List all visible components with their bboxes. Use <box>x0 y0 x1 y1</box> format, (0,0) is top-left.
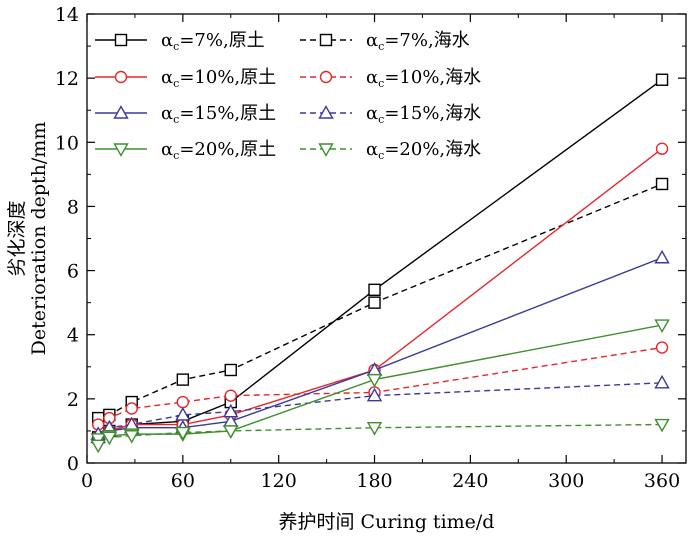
legend-item: αc=10%,海水 <box>300 67 481 90</box>
series-5 <box>90 249 670 444</box>
legend-label: αc=7%,海水 <box>366 30 470 53</box>
data-point <box>366 387 383 402</box>
data-point <box>366 373 383 388</box>
series-1 <box>91 73 669 444</box>
series-layer <box>90 73 670 454</box>
legend-label: αc=20%,海水 <box>366 139 481 162</box>
data-point <box>176 373 190 386</box>
legend-label-rest: =7%,原土 <box>179 30 264 51</box>
data-point <box>101 431 118 446</box>
legend-label-rest: =20%,原土 <box>179 139 276 160</box>
data-point <box>175 406 191 421</box>
data-point <box>176 395 190 409</box>
y-tick-label: 14 <box>55 4 79 26</box>
data-point <box>90 439 106 454</box>
series-2 <box>91 177 669 425</box>
legend-label: αc=7%,原土 <box>161 30 265 53</box>
data-point <box>368 283 381 297</box>
legend-marker <box>319 70 333 84</box>
legend-marker <box>319 33 333 47</box>
x-tick-label: 120 <box>261 470 297 492</box>
legend-label: αc=20%,原土 <box>161 139 276 162</box>
legend-label-sub: c <box>378 149 384 162</box>
data-point <box>654 249 670 264</box>
legend-label: αc=10%,海水 <box>366 67 481 90</box>
data-point <box>125 402 138 415</box>
y-tick-label: 4 <box>67 325 79 347</box>
y-tick-label: 12 <box>55 68 79 90</box>
data-point <box>654 374 670 389</box>
legend-label-base: α <box>161 139 173 160</box>
data-point <box>224 389 237 402</box>
x-tick-label: 60 <box>171 470 195 492</box>
legend-label-rest: =20%,海水 <box>384 139 481 160</box>
x-tick-label: 240 <box>452 470 488 492</box>
legend-label-base: α <box>366 30 378 51</box>
data-point <box>655 142 669 155</box>
series-8 <box>90 418 670 454</box>
legend-label-sub: c <box>378 113 384 126</box>
x-tick-label: 300 <box>548 470 584 492</box>
legend-marker <box>113 105 129 119</box>
legend-label-base: α <box>161 67 173 88</box>
legend-marker <box>114 70 128 84</box>
y-tick-label: 10 <box>55 132 79 154</box>
y-tick-label: 2 <box>67 389 79 411</box>
data-point <box>224 363 237 377</box>
legend-label-sub: c <box>173 113 179 126</box>
legend-label-sub: c <box>378 40 384 53</box>
legend-marker <box>318 105 334 119</box>
legend-item: αc=7%,海水 <box>300 30 470 53</box>
legend-label-rest: =15%,海水 <box>384 103 481 124</box>
legend-item: αc=10%,原土 <box>95 67 276 90</box>
legend-item: αc=7%,原土 <box>95 30 265 53</box>
legend-label-sub: c <box>173 77 179 90</box>
data-point <box>655 341 669 354</box>
x-tick-label: 180 <box>356 470 392 492</box>
legend-label-sub: c <box>378 77 384 90</box>
legend-label: αc=10%,原土 <box>161 67 276 90</box>
legend-marker <box>113 143 129 157</box>
legend-label: αc=15%,海水 <box>366 103 481 126</box>
legend-label-base: α <box>161 103 173 124</box>
legend-item: αc=20%,海水 <box>300 139 481 162</box>
data-point <box>655 73 669 86</box>
legend-label: αc=15%,原土 <box>161 103 276 126</box>
data-point <box>654 319 670 334</box>
data-point <box>223 425 239 439</box>
legend-marker <box>318 143 334 157</box>
legend-label-rest: =15%,原土 <box>179 103 276 124</box>
y-tick-label: 8 <box>67 196 79 218</box>
legend-label-base: α <box>366 67 378 88</box>
y-tick-label: 6 <box>67 261 79 283</box>
data-point <box>223 403 239 418</box>
y-axis-title-en: Deterioration depth/mm <box>28 122 50 356</box>
legend-label-base: α <box>161 30 173 51</box>
x-tick-label: 0 <box>81 470 93 492</box>
y-axis-title-cn: 劣化深度 <box>6 200 28 276</box>
legend-label-rest: =10%,海水 <box>384 67 481 88</box>
legend-item: αc=20%,原土 <box>95 139 276 162</box>
legend-marker <box>114 33 128 47</box>
y-tick-label: 0 <box>67 453 79 475</box>
data-point <box>655 177 669 191</box>
ticks-layer: 0 60 120 180 240 300 360 0 2 4 6 8 10 12 14 <box>55 4 686 492</box>
data-point <box>368 296 381 309</box>
legend-label-sub: c <box>173 149 179 162</box>
x-axis-title: 养护时间 Curing time/d <box>279 511 495 533</box>
data-point <box>175 426 191 441</box>
legend-label-base: α <box>366 139 378 160</box>
legend-item: αc=15%,原土 <box>95 103 276 126</box>
data-point <box>366 422 383 436</box>
legend-label-rest: =7%,海水 <box>384 30 469 51</box>
legend-label-base: α <box>366 103 378 124</box>
legend-item: αc=15%,海水 <box>300 103 481 126</box>
x-tick-label: 360 <box>644 470 680 492</box>
data-point <box>124 430 140 444</box>
legend-label-rest: =10%,原土 <box>179 67 276 88</box>
data-point <box>654 418 670 433</box>
legend-label-sub: c <box>173 40 179 53</box>
